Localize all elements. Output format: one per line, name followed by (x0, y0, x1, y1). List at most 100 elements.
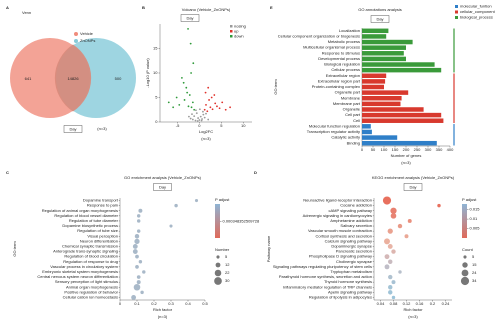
y-tick-label: Pancreatic secretion (336, 249, 372, 254)
dot (407, 218, 412, 223)
y-tick-label: Central nervous system neuron differenti… (37, 274, 118, 279)
y-tick-label: Cellular process (331, 67, 360, 72)
legend-marker (455, 16, 458, 19)
dot (388, 259, 393, 264)
x-tick-label: 0.04 (377, 301, 386, 306)
note: (n=3) (201, 136, 211, 141)
day-box (63, 125, 83, 133)
y-tick-label: Calcium signaling pathway (325, 238, 372, 243)
point (175, 96, 178, 99)
bar (362, 84, 384, 90)
dot (398, 270, 402, 274)
point (190, 106, 193, 109)
y-tick-label: cAMP signaling pathway (328, 208, 372, 213)
legend-marker (455, 5, 458, 8)
point (213, 94, 216, 96)
size-legend-marker (216, 255, 220, 259)
colorbar (215, 204, 220, 238)
dot (133, 283, 141, 291)
point (191, 101, 194, 104)
x-tick-label: 400 (447, 147, 454, 152)
size-legend-marker (214, 269, 222, 277)
x-tick-label: 150 (392, 147, 399, 152)
legend-marker (74, 32, 78, 36)
bar (362, 140, 437, 146)
y-tick-label: Extracellular region part (318, 78, 361, 83)
x-tick-label: 10 (241, 123, 246, 128)
y-tick-label: Embryonic skeletal system morphogenesis (42, 269, 118, 274)
y-tick-label: 0 (155, 119, 158, 124)
colorbar-label: 0.005 (470, 226, 481, 231)
point (193, 108, 196, 111)
y-tick-label: Tryptophan metabolism (330, 269, 372, 274)
y-tick-label: Phospholipase D signaling pathway (309, 254, 372, 259)
y-tick-label: Apelin signaling pathway (328, 289, 372, 294)
y-tick-label: Regulation of blood vessel diameter (54, 213, 118, 218)
point (181, 77, 183, 79)
legend-marker (74, 39, 78, 43)
y-tick-label: Regulation of response to drug (63, 259, 118, 264)
bar (362, 95, 402, 101)
dot (132, 249, 138, 254)
point (216, 105, 218, 108)
y-tick-label: Biological regulation (324, 62, 360, 67)
venn-overlap (54, 44, 92, 112)
size-legend-label: 12 (225, 262, 230, 267)
venn-count: 500 (115, 76, 122, 81)
point (208, 99, 210, 101)
size-legend-marker (463, 255, 467, 259)
bar (362, 124, 371, 129)
point (191, 113, 193, 116)
point (206, 110, 209, 113)
dot (437, 203, 441, 208)
size-legend-label: 15 (472, 262, 477, 267)
x-tick-label: 0.2 (430, 301, 436, 306)
dot (384, 254, 390, 260)
bar (362, 34, 387, 39)
panel-letter: A (6, 5, 9, 10)
colorbar-label: 0.015 (470, 207, 481, 212)
y-tick-label: Localization (339, 28, 360, 33)
y-tick-label: Metabolic process (328, 39, 360, 44)
dot (391, 295, 396, 300)
x-tick-label: 0.5 (202, 301, 208, 306)
size-legend-label: 34 (472, 278, 477, 283)
point (189, 42, 192, 45)
bar (362, 45, 406, 50)
size-legend-marker (460, 276, 470, 286)
y-axis-label: GO term (12, 241, 17, 257)
x-tick-label: 0 (119, 301, 122, 306)
day-label: Day (159, 184, 166, 189)
point (207, 118, 210, 121)
y-tick-label: Animal organ morphogenesis (66, 284, 118, 289)
legend-marker (230, 25, 233, 28)
dot (136, 280, 141, 285)
y-tick-label: Anterograde trans-synaptic signaling (53, 249, 118, 254)
legend-label: molecular_funtion (460, 4, 492, 9)
dot (134, 234, 140, 239)
x-tick-label: 250 (414, 147, 421, 152)
x-axis-label: Rich factor (403, 307, 423, 312)
x-tick-label: 0.12 (403, 301, 412, 306)
y-tick-label: Visual perception (87, 233, 118, 238)
x-tick-label: 0.4 (185, 301, 191, 306)
bar (362, 101, 401, 107)
point (203, 116, 206, 119)
bar (362, 129, 372, 135)
y-tick-label: Developmental process (318, 56, 360, 61)
venn-count: 14826 (67, 76, 79, 81)
bar (362, 135, 398, 140)
y-tick-label: Cellular component organization or bioge… (278, 33, 360, 38)
y-tick-label: Chemical synaptic transmission (62, 244, 118, 249)
bar (362, 67, 442, 73)
legend-label: cellular_component (460, 9, 496, 14)
chart-title: GO enrichment analysis (Vehicle_ZnONPs) (124, 175, 202, 180)
chart-title: Venn (22, 10, 31, 15)
y-tick-label: Dopamine transport (83, 198, 119, 203)
y-tick-label: Transcription regulator activity (307, 129, 360, 134)
dot (136, 275, 141, 279)
point (198, 108, 201, 111)
dot (136, 219, 141, 223)
y-tick-label: Response to stimulus (322, 50, 360, 55)
dot (174, 203, 178, 208)
